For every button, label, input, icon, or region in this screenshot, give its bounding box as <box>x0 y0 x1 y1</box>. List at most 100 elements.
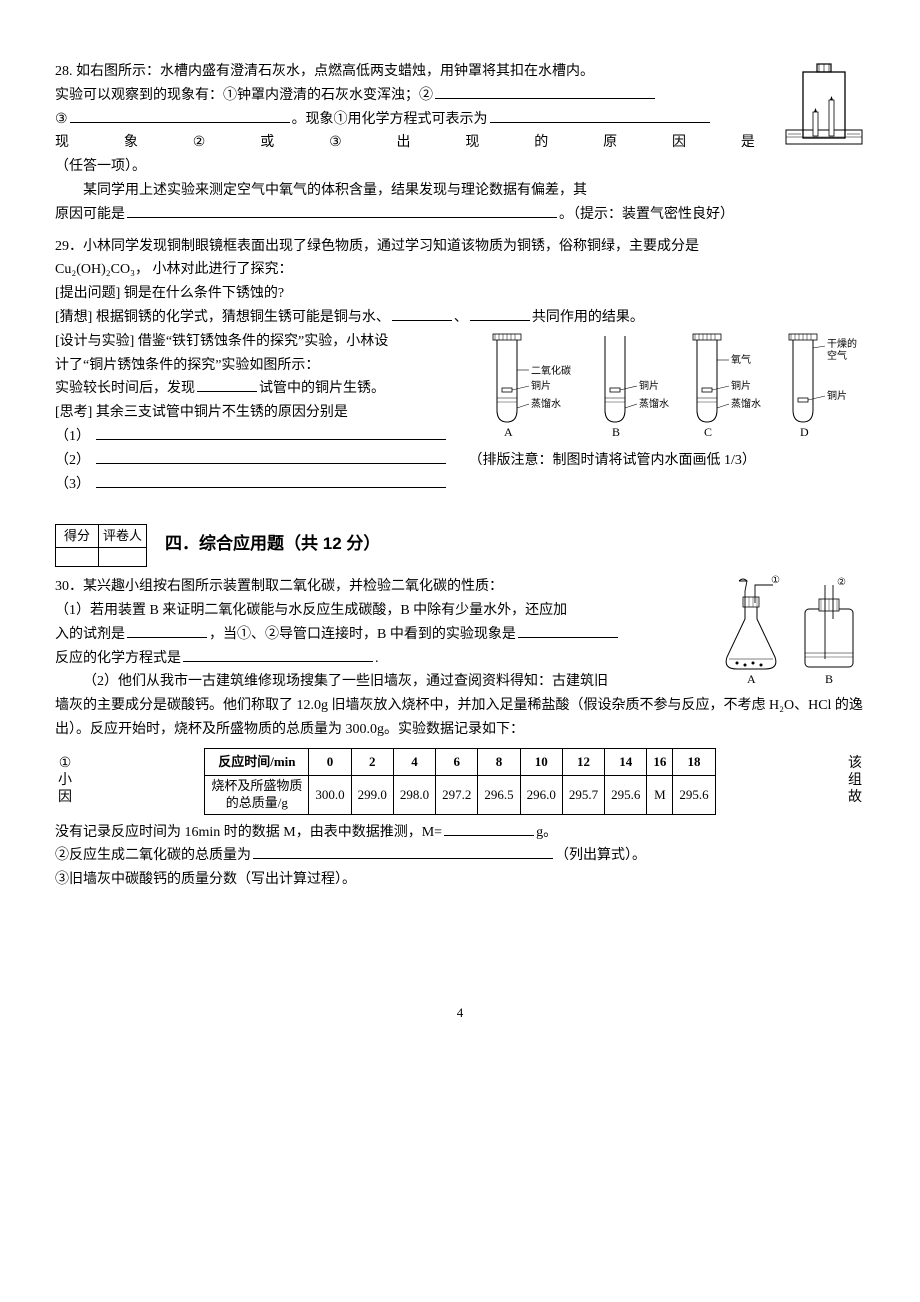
side-char: 组 <box>845 773 865 790</box>
q29-pose: [提出问题] 铜是在什么条件下锈蚀的? <box>55 286 284 301</box>
q28-text-7b: 。（提示：装置气密性良好） <box>559 207 734 222</box>
svg-text:二氧化碳: 二氧化碳 <box>531 364 571 377</box>
blank <box>444 821 534 836</box>
blank <box>96 425 446 440</box>
th: 6 <box>436 748 478 775</box>
char: 是 <box>741 131 755 155</box>
q30-p1b-b: ，当①、②导管口连接时，B 中看到的实验现象是 <box>209 627 516 642</box>
blank <box>490 108 710 123</box>
q30-p5: ③旧墙灰中碳酸钙的质量分数（写出计算过程）。 <box>55 872 356 887</box>
blank <box>518 623 618 638</box>
th: 18 <box>673 748 715 775</box>
svg-text:蒸馏水: 蒸馏水 <box>639 397 669 410</box>
table-header-row: 反应时间/min 0 2 4 6 8 10 12 14 16 18 <box>205 748 715 775</box>
td: 296.5 <box>478 775 520 814</box>
char: 现 <box>465 131 479 155</box>
q30-data-table: 反应时间/min 0 2 4 6 8 10 12 14 16 18 烧杯及所盛物… <box>204 748 715 815</box>
q28-text-2: 实验可以观察到的现象有：①钟罩内澄清的石灰水变浑浊；② <box>55 88 433 103</box>
td: 298.0 <box>393 775 435 814</box>
score-cell-label: 得分 <box>56 525 99 548</box>
q30-p3a: 没有记录反应时间为 16min 时的数据 M，由表中数据推测，M= <box>55 825 442 840</box>
question-29: 29．小林同学发现铜制眼镜框表面出现了绿色物质，通过学习知道该物质为铜锈，俗称铜… <box>55 235 865 497</box>
blank <box>253 844 553 859</box>
blank <box>127 623 207 638</box>
th: 2 <box>351 748 393 775</box>
th: 14 <box>605 748 647 775</box>
blank <box>435 84 655 99</box>
blank <box>183 647 373 662</box>
q29-item-2-tail: （排版注意：制图时请将试管内水面画低 1/3） <box>476 453 756 468</box>
td: 296.0 <box>520 775 562 814</box>
svg-text:干燥的: 干燥的 <box>827 337 857 350</box>
svg-text:蒸馏水: 蒸馏水 <box>731 397 761 410</box>
char: 原 <box>603 131 617 155</box>
side-char: 该 <box>845 756 865 773</box>
score-cell-empty <box>56 548 99 567</box>
blank <box>197 377 257 392</box>
q28-text-3a: ③ <box>55 112 68 127</box>
td: 297.2 <box>436 775 478 814</box>
reviewer-cell-empty <box>99 548 147 567</box>
q28-justified-row: 现 象 ② 或 ③ 出 现 的 原 因 是 <box>55 131 755 155</box>
td: 295.6 <box>605 775 647 814</box>
char: 现 <box>55 131 69 155</box>
q30-p1c-b: . <box>375 651 379 666</box>
svg-text:氧气: 氧气 <box>731 353 751 366</box>
q29-guess-c: 共同作用的结果。 <box>532 310 644 325</box>
td: 299.0 <box>351 775 393 814</box>
q30-p1c-a: 反应的化学方程式是 <box>55 651 181 666</box>
th: 0 <box>309 748 351 775</box>
section-4-header: 得分 评卷人 四．综合应用题（共 12 分） <box>55 518 865 569</box>
td: 295.7 <box>562 775 604 814</box>
td: M <box>647 775 673 814</box>
th: 反应时间/min <box>205 748 309 775</box>
q30-p4a: ②反应生成二氧化碳的总质量为 <box>55 848 251 863</box>
page-number: 4 <box>55 1002 865 1024</box>
svg-text:②: ② <box>837 577 846 588</box>
table-side-right: 该 组 故 <box>845 756 865 806</box>
char: 或 <box>260 131 274 155</box>
blank <box>392 306 452 321</box>
blank <box>127 203 557 218</box>
question-30: 30．某兴趣小组按右图所示装置制取二氧化碳，并检验二氧化碳的性质： （1）若用装… <box>55 575 865 892</box>
q30-p1b-a: 入的试剂是 <box>55 627 125 642</box>
q28-text-5: （任答一项）。 <box>55 159 146 174</box>
q29-design-1: [设计与实验] 借鉴“铁钉锈蚀条件的探究”实验，小林设 <box>55 334 388 349</box>
char: ③ <box>329 131 342 155</box>
q29-guess-b: 、 <box>454 310 468 325</box>
q28-text-6: 某同学用上述实验来测定空气中氧气的体积含量，结果发现与理论数据有偏差，其 <box>55 183 587 198</box>
score-box: 得分 评卷人 <box>55 524 147 567</box>
side-char: ① <box>55 756 75 773</box>
svg-text:A: A <box>504 425 513 439</box>
q29-item-2: （2） <box>55 453 90 468</box>
th: 10 <box>520 748 562 775</box>
char: 的 <box>534 131 548 155</box>
q30-p1a: （1）若用装置 B 来证明二氧化碳能与水反应生成碳酸，B 中除有少量水外，还应加 <box>55 603 567 618</box>
blank <box>96 473 446 488</box>
svg-text:铜片: 铜片 <box>531 379 551 392</box>
section-4-title: 四．综合应用题（共 12 分） <box>55 518 865 569</box>
svg-text:铜片: 铜片 <box>731 379 751 392</box>
th: 4 <box>393 748 435 775</box>
reviewer-cell-label: 评卷人 <box>99 525 147 548</box>
q29-item-1: （1） <box>55 429 90 444</box>
q30-figure-apparatus: ① A ② <box>715 575 865 691</box>
q29-intro-1: 29．小林同学发现铜制眼镜框表面出现了绿色物质，通过学习知道该物质为铜锈，俗称铜… <box>55 239 699 254</box>
char: ② <box>193 131 206 155</box>
th: 12 <box>562 748 604 775</box>
q30-p2b: 墙灰的主要成分是碳酸钙。他们称取了 12.0g 旧墙灰放入烧杯中，并加入足量稀盐… <box>55 698 863 737</box>
th: 16 <box>647 748 673 775</box>
td: 300.0 <box>309 775 351 814</box>
question-28: 28. 如右图所示：水槽内盛有澄清石灰水，点燃高低两支蜡烛，用钟罩将其扣在水槽内… <box>55 60 865 227</box>
q29-result-b: 试管中的铜片生锈。 <box>259 381 385 396</box>
q29-guess-a: [猜想] 根据铜锈的化学式，猜想铜生锈可能是铜与水、 <box>55 310 390 325</box>
q28-text-1: 28. 如右图所示：水槽内盛有澄清石灰水，点燃高低两支蜡烛，用钟罩将其扣在水槽内… <box>55 64 594 79</box>
table-side-left: ① 小 因 <box>55 756 75 806</box>
side-char: 故 <box>845 790 865 807</box>
blank <box>470 306 530 321</box>
q28-text-7a: 原因可能是 <box>55 207 125 222</box>
q29-formula: Cu₂(OH)₂CO₃， 小林对此进行了探究： <box>55 262 292 277</box>
svg-text:A: A <box>747 672 756 686</box>
blank <box>70 108 290 123</box>
svg-text:蒸馏水: 蒸馏水 <box>531 397 561 410</box>
